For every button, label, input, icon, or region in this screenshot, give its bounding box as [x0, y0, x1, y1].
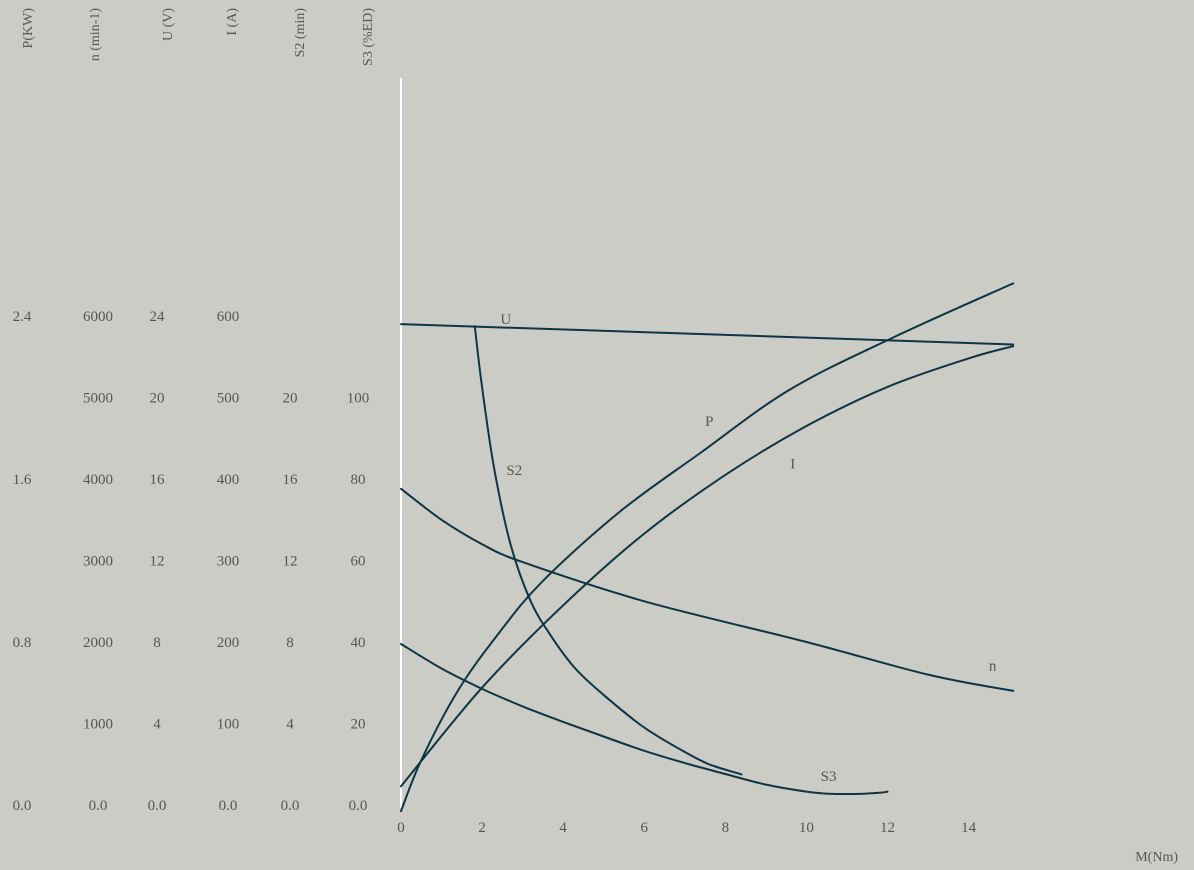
y-tick-label-s3: 60: [351, 554, 366, 570]
y-tick-label-s2: 12: [283, 554, 298, 570]
y-tick-label-i: 400: [217, 472, 240, 488]
y-tick-label-s2: 16: [283, 472, 299, 488]
x-tick-label: 2: [478, 820, 486, 836]
y-tick-label-p: 2.4: [13, 309, 32, 325]
y-tick-label-p: 1.6: [13, 472, 32, 488]
y-tick-label-i: 200: [217, 635, 240, 651]
x-tick-label: 14: [961, 820, 977, 836]
y-tick-label-i: 100: [217, 717, 240, 733]
y-tick-label-u: 12: [150, 554, 165, 570]
y-tick-label-s2: 8: [286, 635, 294, 651]
y-tick-label-n: 3000: [83, 554, 113, 570]
y-tick-label-s2: 20: [283, 391, 298, 407]
series-line-p: [400, 282, 1015, 813]
y-tick-label-s3: 100: [347, 391, 370, 407]
y-axis-title-u: U (V): [161, 8, 176, 41]
y-tick-label-i: 500: [217, 391, 240, 407]
y-tick-label-u: 16: [150, 472, 166, 488]
y-tick-label-s3: 80: [351, 472, 366, 488]
series-line-s2: [473, 325, 743, 776]
x-tick-label: 4: [559, 820, 567, 836]
y-tick-label-p: 0.0: [13, 798, 32, 814]
series-line-i: [400, 345, 1015, 788]
series-label-s3: S3: [821, 769, 837, 785]
y-tick-label-s2: 4: [286, 717, 294, 733]
y-tick-label-i: 0.0: [219, 798, 238, 814]
x-tick-label: 8: [722, 820, 730, 836]
x-tick-label: 0: [397, 820, 405, 836]
y-axis-titles: P(KW) n (min-1) U (V) I (A) S2 (min) S3 (%ED): [21, 8, 376, 66]
y-tick-label-i: 600: [217, 309, 240, 325]
y-tick-label-n: 0.0: [89, 798, 108, 814]
series-line-s3: [400, 643, 889, 796]
y-axis-title-p: P(KW): [21, 8, 36, 49]
y-axis-title-s3: S3 (%ED): [361, 8, 376, 66]
x-tick-label: 6: [641, 820, 649, 836]
y-axis-title-n: n (min-1): [88, 8, 103, 62]
x-tick-label: 12: [880, 820, 895, 836]
y-tick-label-n: 2000: [83, 635, 113, 651]
y-tick-labels: 0.0 0.8 1.6 2.4 0.0 1000 2000 3000 4000 5000 6000 0…: [13, 309, 370, 814]
y-tick-label-i: 300: [217, 554, 240, 570]
y-tick-label-n: 5000: [83, 391, 113, 407]
y-tick-label-u: 20: [150, 391, 165, 407]
y-tick-label-n: 4000: [83, 472, 113, 488]
curve-labels: U P In S2 S3: [500, 312, 997, 785]
y-axis-title-i: I (A): [225, 8, 240, 36]
y-tick-label-u: 4: [153, 717, 161, 733]
y-tick-label-s2: 0.0: [281, 798, 300, 814]
y-axis-title-s2: S2 (min): [293, 8, 308, 58]
series-line-u: [400, 323, 1015, 346]
x-axis-title: M(Nm): [1135, 850, 1178, 865]
series-label-p: P: [705, 414, 713, 430]
y-tick-label-s3: 40: [351, 635, 366, 651]
y-tick-label-n: 1000: [83, 717, 113, 733]
series-label-s2: S2: [506, 463, 522, 479]
series-label-i: I: [790, 456, 795, 472]
x-tick-labels: 0 2 4 6 8 10 12 14: [397, 820, 976, 836]
series-label-u: U: [500, 312, 511, 328]
series-line-n: [400, 487, 1015, 692]
curves: [400, 282, 1015, 813]
series-label-n: n: [989, 659, 997, 675]
y-tick-label-s3: 20: [351, 717, 366, 733]
x-tick-label: 10: [799, 820, 814, 836]
y-tick-label-u: 24: [150, 309, 166, 325]
y-tick-label-u: 8: [153, 635, 161, 651]
y-tick-label-u: 0.0: [148, 798, 167, 814]
y-tick-label-s3: 0.0: [349, 798, 368, 814]
y-tick-label-n: 6000: [83, 309, 113, 325]
y-tick-label-p: 0.8: [13, 635, 32, 651]
